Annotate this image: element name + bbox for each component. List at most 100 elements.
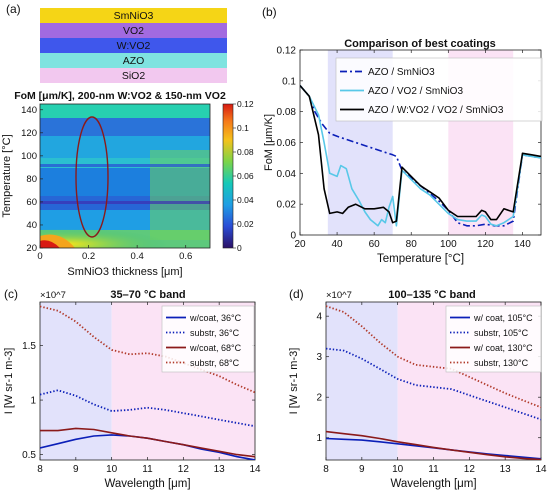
hm-xtick-label: 0 [37, 251, 42, 262]
panel-a-label: (a) [6, 2, 21, 16]
heatmap-title: FoM [μm/K], 200-nm W:VO2 & 150-nm VO2 [14, 90, 226, 102]
ytick-label: 1 [316, 433, 322, 444]
layer-1 [40, 8, 227, 23]
series-line-4 [326, 305, 541, 409]
hm-ytick-label: 100 [21, 151, 37, 162]
legend: w/coat, 36°C substr, 36°C w/coat, 68°C subs… [161, 305, 255, 373]
legend-entry-4: substr, 68°C [190, 358, 240, 368]
legend-entry-2: substr, 105°C [474, 328, 529, 338]
xtick-label: 60 [369, 239, 381, 250]
series-line-2 [40, 389, 255, 428]
hm-ytick-label: 60 [26, 197, 37, 208]
panel-b: (b) 20 40 60 80 100 120 140 0 0.02 0.04 0.06 0.08 0.1… [262, 5, 543, 265]
legend-entry-1: w/coat, 36°C [189, 313, 242, 323]
xtick-label: 40 [332, 239, 344, 250]
scale-exponent: ×10^7 [40, 290, 66, 301]
x-axis-label: Wavelength [μm] [104, 478, 190, 490]
y-axis-label: I [W sr-1 m-3] [3, 348, 15, 415]
layer-label-5: SiO2 [122, 70, 146, 82]
panel-label: (b) [262, 5, 277, 19]
xtick-label: 13 [500, 464, 512, 475]
x-axis-label: Wavelength [μm] [390, 478, 476, 490]
y-axis-label: I [W sr-1 m-3] [288, 348, 300, 415]
highlight-ellipse [75, 116, 109, 238]
legend-box [335, 57, 543, 122]
ytick-label: 0 [290, 231, 296, 242]
ytick-label: 0.08 [277, 107, 297, 118]
chart-title: Comparison of best coatings [344, 38, 496, 50]
series-line-2 [326, 347, 541, 421]
ytick-label: 1.5 [22, 341, 36, 352]
band-1 [40, 302, 112, 460]
heatmap-frame [39, 103, 211, 249]
y-axis-label: FoM [μm/K] [263, 114, 275, 171]
legend-entry-4: substr, 130°C [474, 358, 529, 368]
xtick-label: 10 [392, 464, 404, 475]
legend: AZO / SmNiO3 AZO / VO2 / SmNiO3 AZO / W:VO… [335, 57, 543, 122]
ytick-label: 0.12 [277, 46, 297, 57]
xtick-label: 9 [73, 464, 79, 475]
hm-ytick-label: 140 [21, 105, 37, 116]
xtick-label: 120 [477, 239, 494, 250]
x-axis-label: Temperature [°C] [377, 253, 464, 265]
series-line-3 [326, 430, 541, 460]
xtick-label: 11 [142, 464, 153, 475]
layer-label-3: W:VO2 [117, 40, 151, 52]
cbar-tick-label: 0.12 [237, 99, 254, 109]
ytick-label: 2 [316, 393, 322, 404]
xtick-label: 80 [406, 239, 418, 250]
heatmap-ylabel: Temperature [°C] [1, 134, 13, 217]
hm-ytick-label: 20 [26, 243, 37, 254]
xtick-label: 140 [514, 239, 531, 250]
cbar-tick-label: 0.06 [237, 171, 254, 181]
xtick-label: 11 [428, 464, 439, 475]
layer-label-2: VO2 [123, 25, 144, 37]
xtick-label: 13 [214, 464, 226, 475]
ytick-label: 1 [30, 396, 36, 407]
xtick-label: 20 [294, 239, 306, 250]
panel-c: (c) 8 9 10 11 12 13 14 0.5 1 1.5 35–70 °C band w/coa… [3, 287, 261, 490]
xtick-label: 100 [440, 239, 457, 250]
panel-a: (a) SmNiO3 VO2 W:VO2 AZO SiO2 FoM [μm/K], 20… [1, 2, 254, 278]
heatmap-xlabel: SmNiO3 thickness [μm] [67, 266, 182, 278]
ytick-label: 0.1 [282, 76, 296, 87]
hm-ytick-label: 40 [26, 220, 37, 231]
xtick-label: 12 [464, 464, 476, 475]
panel-label: (c) [4, 287, 18, 301]
scale-exponent: ×10^7 [326, 290, 352, 301]
ytick-label: 0.06 [277, 138, 297, 149]
ytick-label: 3 [316, 352, 322, 363]
xtick-label: 8 [37, 464, 43, 475]
cbar-tick-label: 0.02 [237, 219, 254, 229]
hm-ytick-label: 80 [26, 174, 37, 185]
layer-2 [40, 23, 227, 38]
ytick-label: 4 [316, 312, 322, 323]
chart-title: 100–135 °C band [388, 289, 476, 301]
cbar-tick-label: 0.1 [237, 123, 249, 133]
series-group [326, 305, 541, 460]
legend-entry-2: substr, 36°C [190, 328, 240, 338]
layer-label-1: SmNiO3 [114, 10, 154, 22]
series-group [40, 305, 255, 460]
hm-xtick-label: 0.2 [82, 251, 95, 262]
chart-title: 35–70 °C band [110, 289, 185, 301]
layer-3 [40, 38, 227, 53]
panel-label: (d) [289, 287, 304, 301]
hm-xtick-label: 0.4 [131, 251, 144, 262]
legend-entry-3: AZO / W:VO2 / VO2 / SmNiO3 [368, 105, 504, 116]
xtick-label: 8 [323, 464, 329, 475]
layer-4 [40, 53, 227, 68]
cbar-tick-label: 0 [237, 243, 242, 253]
heatmap-axes: 0 0.2 0.4 0.6 20 40 60 80 100 120 140 [21, 105, 192, 262]
legend-entry-1: w/ coat, 105°C [473, 313, 533, 323]
hm-ytick-label: 120 [21, 128, 37, 139]
layer-5 [40, 68, 227, 83]
ytick-label: 0.5 [22, 450, 36, 461]
ytick-label: 0.04 [277, 169, 297, 180]
colorbar [222, 103, 234, 249]
legend-entry-3: w/ coat, 130°C [473, 343, 533, 353]
series-line-3 [300, 84, 541, 224]
legend: w/ coat, 105°C substr, 105°C w/ coat, 130°… [445, 305, 542, 373]
